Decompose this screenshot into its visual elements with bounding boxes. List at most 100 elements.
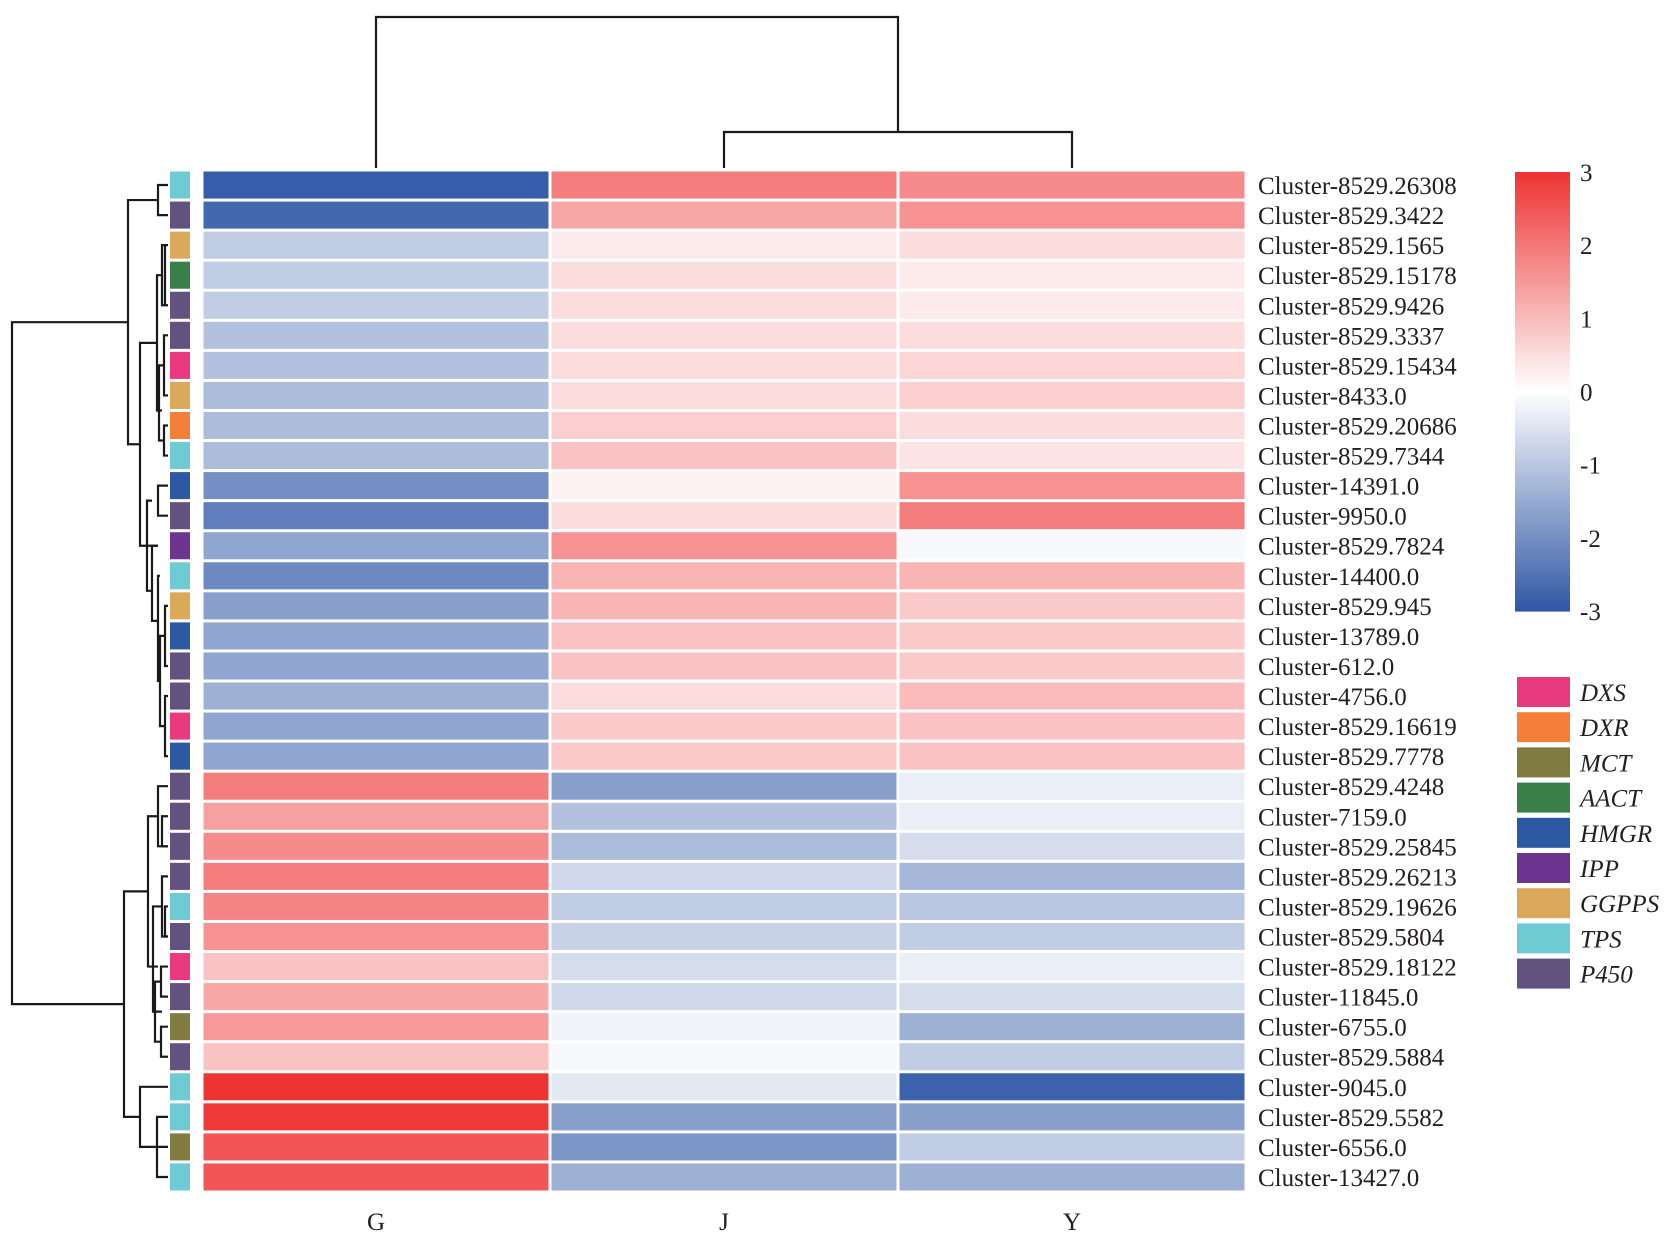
gene-annotation-swatch: [170, 261, 190, 289]
heatmap-cell: [899, 502, 1245, 530]
heatmap-cell: [899, 953, 1245, 981]
heatmap-cell: [551, 742, 897, 770]
row-label: Cluster-4756.0: [1258, 684, 1407, 711]
row-label: Cluster-13789.0: [1258, 624, 1419, 651]
color-scale-step: [1515, 186, 1570, 191]
heatmap-cell: [899, 892, 1245, 920]
gene-annotation-swatch: [170, 351, 190, 379]
heatmap-cell: [203, 1073, 549, 1101]
color-scale-step: [1515, 259, 1570, 265]
color-scale-step: [1515, 343, 1570, 349]
dendrogram-branch: [163, 694, 168, 758]
color-scale-step: [1515, 172, 1570, 177]
heatmap-cell: [899, 231, 1245, 259]
heatmap-cell: [203, 1133, 549, 1161]
heatmap-cell: [899, 682, 1245, 710]
heatmap-cell: [551, 1073, 897, 1101]
color-scale-step: [1515, 446, 1570, 451]
column-label: G: [367, 1209, 385, 1236]
color-scale-step: [1515, 475, 1570, 480]
color-scale-step: [1515, 428, 1570, 433]
color-scale-step: [1515, 248, 1570, 254]
color-scale-step: [1515, 340, 1570, 345]
row-label: Cluster-8529.26213: [1258, 864, 1457, 891]
heatmap-cell: [551, 442, 897, 470]
gene-annotation-swatch: [170, 321, 190, 349]
column-dendrogram: [374, 15, 1074, 168]
color-scale-step: [1515, 289, 1570, 294]
heatmap-cell: [899, 983, 1245, 1011]
color-scale-step: [1515, 417, 1570, 422]
row-label: Cluster-8529.25845: [1258, 834, 1457, 861]
color-scale-step: [1515, 490, 1570, 495]
color-scale-step: [1515, 234, 1570, 239]
legend-label: IPP: [1579, 856, 1619, 883]
row-label: Cluster-8529.945: [1258, 594, 1432, 621]
color-scale-step: [1515, 223, 1570, 228]
color-scale-step: [1515, 420, 1570, 426]
heatmap-cell: [899, 922, 1245, 951]
heatmap-cell: [551, 832, 897, 860]
color-scale-step: [1515, 380, 1570, 385]
color-scale-step: [1515, 241, 1570, 246]
gene-annotation-swatch: [170, 381, 190, 409]
color-scale-step: [1515, 395, 1570, 400]
gene-annotation-swatch: [170, 922, 190, 951]
legend-label: TPS: [1580, 926, 1622, 953]
heatmap-cell: [551, 261, 897, 289]
color-scale-step: [1515, 589, 1570, 594]
color-scale-step: [1515, 471, 1570, 477]
gene-annotation-swatch: [170, 712, 190, 740]
color-scale-step: [1515, 391, 1570, 396]
heatmap-cell: [203, 592, 549, 620]
color-scale-step: [1515, 574, 1570, 579]
row-label: Cluster-8529.19626: [1258, 894, 1457, 921]
heatmap-cell: [203, 502, 549, 530]
dendrogram-branch: [10, 321, 128, 1006]
dendrogram-branch: [126, 198, 158, 446]
row-label: Cluster-8529.5582: [1258, 1105, 1444, 1132]
legend-swatch: [1517, 958, 1570, 989]
color-scale-step: [1515, 468, 1570, 473]
color-scale-step: [1515, 578, 1570, 583]
gene-annotation-swatch: [170, 1013, 190, 1041]
heatmap-cell: [203, 201, 549, 229]
color-scale-step: [1515, 526, 1570, 532]
row-label: Cluster-8529.5884: [1258, 1045, 1445, 1072]
dendrogram-branch: [163, 905, 168, 938]
color-scale-step: [1515, 501, 1570, 506]
heatmap-cell: [203, 682, 549, 710]
dendrogram-branch: [374, 15, 900, 168]
color-scale-step: [1515, 570, 1570, 576]
legend-label: P450: [1579, 962, 1633, 989]
color-scale-step: [1515, 512, 1570, 517]
row-label: Cluster-8529.7778: [1258, 744, 1444, 771]
heatmap-cell: [551, 622, 897, 650]
legend-label: AACT: [1578, 786, 1643, 813]
color-scale-step: [1515, 508, 1570, 513]
gene-annotation-swatch: [170, 682, 190, 710]
heatmap-cell: [551, 231, 897, 259]
color-scale-step: [1515, 464, 1570, 469]
heatmap-cell: [899, 201, 1245, 229]
row-label: Cluster-8529.3422: [1258, 203, 1444, 230]
heatmap-cells: [203, 171, 1245, 1191]
heatmap-cell: [551, 983, 897, 1011]
gene-annotation-swatch: [170, 411, 190, 440]
row-label: Cluster-8529.3337: [1258, 323, 1444, 350]
color-scale-step: [1515, 201, 1570, 206]
heatmap-cell: [899, 1013, 1245, 1041]
color-scale-step: [1515, 237, 1570, 243]
color-scale-step: [1515, 479, 1570, 484]
heatmap-cell: [203, 321, 549, 349]
heatmap-cell: [551, 1013, 897, 1041]
color-scale-step: [1515, 376, 1570, 382]
color-scale-step: [1515, 358, 1570, 363]
heatmap-cell: [899, 622, 1245, 650]
row-label: Cluster-6755.0: [1258, 1015, 1407, 1042]
gene-annotation-swatch: [170, 502, 190, 530]
dendrogram-branch: [156, 484, 168, 517]
heatmap-cell: [899, 472, 1245, 500]
